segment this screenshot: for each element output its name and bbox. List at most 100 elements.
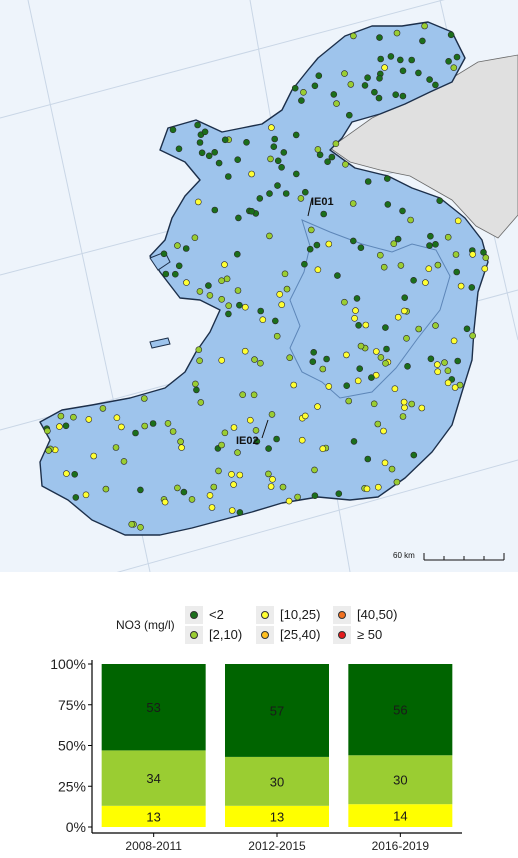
site-dot [177, 438, 184, 445]
site-dot [234, 156, 241, 163]
bar-value-label: 14 [393, 809, 407, 824]
site-dot [172, 270, 179, 278]
site-dot [285, 497, 293, 505]
site-dot [444, 379, 452, 387]
site-dot [345, 397, 353, 405]
site-dot [178, 444, 185, 451]
site-dot [380, 427, 387, 435]
site-dot [280, 149, 288, 156]
site-dot [206, 492, 214, 499]
site-dot [44, 427, 51, 435]
site-dot [228, 470, 235, 478]
site-dot [415, 325, 423, 333]
site-dot [427, 355, 435, 363]
site-dot [221, 261, 228, 268]
site-dot [381, 459, 389, 467]
site-dot [243, 139, 250, 146]
site-dot [408, 400, 416, 408]
site-dot [259, 316, 267, 324]
site-dot [274, 182, 281, 189]
site-dot [218, 441, 225, 449]
bar-value-label: 30 [270, 774, 284, 789]
legend-dot [190, 611, 198, 619]
site-dot [257, 307, 265, 315]
site-dot [223, 275, 231, 283]
site-dot [376, 251, 384, 259]
site-dot [215, 159, 223, 167]
site-dot [396, 56, 404, 64]
site-dot [343, 351, 350, 359]
site-dot [174, 242, 181, 249]
legend-label: [40,50) [357, 607, 398, 622]
site-dot [480, 249, 487, 256]
site-dot [298, 436, 306, 444]
site-dot [266, 232, 273, 240]
site-dot [400, 307, 408, 315]
site-dot [325, 240, 333, 248]
site-dot [364, 178, 372, 185]
x-tick-label: 2012-2015 [248, 839, 306, 853]
site-dot [267, 155, 274, 163]
site-dot [463, 325, 471, 333]
site-dot [128, 520, 135, 528]
site-dot [349, 237, 357, 245]
aran-islands [149, 337, 171, 349]
site-dot [400, 398, 408, 406]
site-dot [392, 91, 400, 98]
legend-dot [338, 611, 346, 619]
site-dot [310, 348, 318, 356]
site-dot [247, 416, 254, 424]
site-dot [383, 175, 391, 182]
site-dot [300, 89, 307, 96]
site-dot [451, 384, 459, 391]
site-dot [234, 287, 242, 294]
site-dot [113, 414, 121, 422]
site-dot [376, 34, 383, 41]
site-dot [380, 263, 388, 271]
site-dot [72, 494, 80, 501]
legend-swatch [185, 606, 203, 624]
site-dot [482, 254, 490, 262]
site-dot [235, 214, 242, 222]
site-dot [397, 262, 405, 269]
site-dot [343, 382, 351, 390]
site-dot [401, 294, 409, 302]
site-dot [362, 321, 370, 329]
site-dot [191, 234, 199, 241]
site-dot [383, 345, 390, 353]
site-dot [399, 92, 407, 100]
site-dot [248, 170, 255, 178]
site-dot [410, 276, 417, 284]
site-dot [311, 492, 319, 500]
site-dot [282, 190, 290, 197]
bar-value-label: 34 [146, 771, 160, 786]
site-dot [196, 288, 204, 295]
site-dot [370, 400, 378, 408]
site-dot [301, 188, 309, 196]
site-dot [273, 435, 280, 443]
site-dot [469, 332, 477, 340]
bar-segment [225, 664, 329, 757]
site-dot [347, 81, 355, 88]
site-dot [290, 381, 298, 389]
ie01-leader-line [307, 197, 313, 217]
site-dot [382, 324, 389, 331]
site-dot [377, 55, 385, 63]
site-dot [418, 404, 426, 412]
site-dot [236, 471, 244, 479]
site-dot [215, 467, 222, 475]
site-dot [445, 57, 452, 65]
site-dot [57, 412, 65, 420]
site-dot [230, 481, 237, 488]
site-dot [364, 74, 371, 81]
site-dot [197, 399, 205, 406]
site-dot [278, 301, 286, 309]
site-dot [341, 70, 348, 77]
scale-label: 60 km [393, 551, 415, 560]
site-dot [85, 416, 93, 423]
map-panel: IE01 IE02 60 km [0, 0, 518, 572]
site-dot [444, 367, 452, 375]
x-tick-label: 2016-2019 [372, 839, 430, 853]
site-dot [301, 412, 309, 420]
site-dot [160, 250, 168, 258]
